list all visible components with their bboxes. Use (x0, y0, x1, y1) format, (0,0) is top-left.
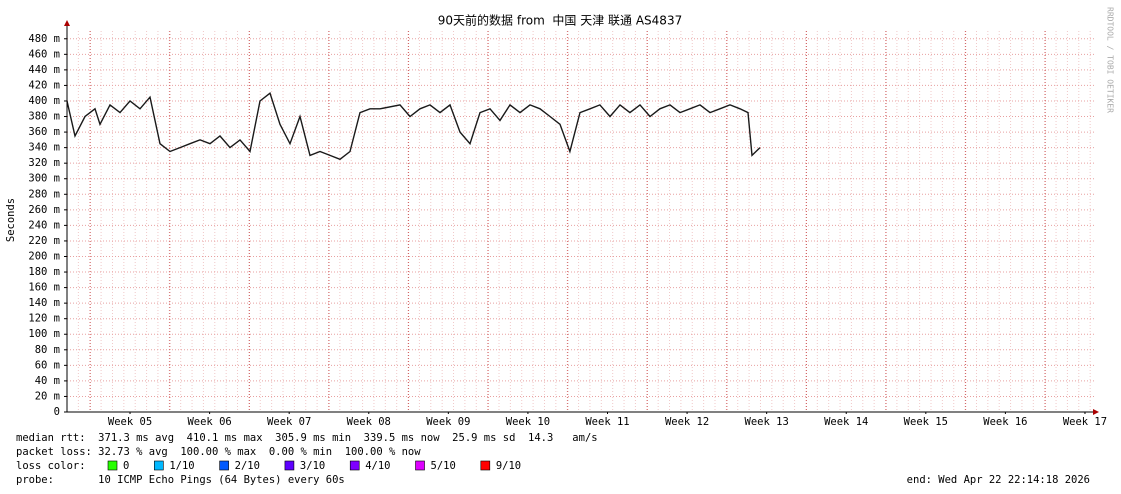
grid: 0 20 m 40 m 60 m 80 m 100 m 120 m 140 m 160 m 180… (28, 31, 1107, 428)
y-tick-label: 420 m (28, 79, 60, 91)
y-tick-label: 0 (54, 406, 60, 418)
y-tick-label: 340 m (28, 142, 60, 154)
legend-label: 1/10 (169, 460, 194, 472)
x-tick-label: Week 15 (904, 416, 948, 428)
legend-swatch (154, 460, 164, 471)
y-tick-label: 200 m (28, 250, 60, 262)
x-tick-label: Week 12 (665, 416, 709, 428)
stat-loss: packet loss: 32.73 % avg 100.00 % max 0.… (16, 446, 421, 458)
probe-info: probe: 10 ICMP Echo Pings (64 Bytes) eve… (16, 474, 345, 486)
end-time: end: Wed Apr 22 22:14:18 2026 (907, 474, 1090, 486)
y-tick-label: 300 m (28, 173, 60, 185)
y-axis-label: Seconds (5, 198, 17, 242)
legend: 0 1/10 2/10 3/10 4/10 5/10 9/10 (107, 460, 521, 472)
legend-label: 4/10 (365, 460, 390, 472)
y-tick-label: 380 m (28, 111, 60, 123)
y-tick-label: 140 m (28, 297, 60, 309)
median-line (66, 92, 761, 161)
y-tick-label: 40 m (35, 375, 60, 387)
x-tick-label: Week 13 (745, 416, 789, 428)
x-arrow (1093, 409, 1099, 415)
y-tick-label: 480 m (28, 33, 60, 45)
legend-label: 2/10 (235, 460, 260, 472)
x-tick-label: Week 07 (267, 416, 311, 428)
x-tick-label: Week 08 (347, 416, 391, 428)
x-tick-label: Week 09 (426, 416, 470, 428)
x-tick-label: Week 06 (187, 416, 231, 428)
y-tick-label: 460 m (28, 48, 60, 60)
legend-swatch (349, 460, 360, 471)
y-tick-label: 80 m (35, 344, 60, 356)
y-arrow (64, 20, 70, 26)
y-tick-label: 160 m (28, 282, 60, 294)
y-tick-label: 180 m (28, 266, 60, 278)
legend-label: 5/10 (431, 460, 456, 472)
y-tick-label: 60 m (35, 359, 60, 371)
loss-color-label: loss color: (16, 460, 86, 472)
y-tick-label: 400 m (28, 95, 60, 107)
legend-label: 9/10 (496, 460, 521, 472)
x-tick-label: Week 16 (983, 416, 1027, 428)
x-tick-label: Week 10 (506, 416, 550, 428)
x-tick-label: Week 14 (824, 416, 868, 428)
y-tick-label: 280 m (28, 188, 60, 200)
watermark: RRDTOOL / TOBI OETIKER (1106, 7, 1115, 113)
y-tick-label: 120 m (28, 313, 60, 325)
legend-swatch (480, 460, 491, 471)
plot (66, 92, 761, 161)
legend-swatch (219, 460, 229, 471)
x-tick-label: Week 17 (1063, 416, 1107, 428)
legend-label: 0 (123, 460, 129, 472)
y-tick-label: 360 m (28, 126, 60, 138)
y-tick-label: 240 m (28, 219, 60, 231)
x-tick-label: Week 05 (108, 416, 152, 428)
y-tick-label: 260 m (28, 204, 60, 216)
x-tick-label: Week 11 (585, 416, 629, 428)
legend-label: 3/10 (300, 460, 325, 472)
y-tick-label: 320 m (28, 157, 60, 169)
y-tick-label: 220 m (28, 235, 60, 247)
legend-swatch (284, 460, 295, 471)
chart-title: 90天前的数据 from 中国 天津 联通 AS4837 (438, 13, 682, 28)
legend-swatch (107, 460, 118, 471)
y-tick-label: 20 m (35, 390, 60, 402)
legend-swatch (415, 460, 425, 471)
stat-median: median rtt: 371.3 ms avg 410.1 ms max 30… (16, 432, 598, 444)
y-tick-label: 440 m (28, 64, 60, 76)
y-tick-label: 100 m (28, 328, 60, 340)
